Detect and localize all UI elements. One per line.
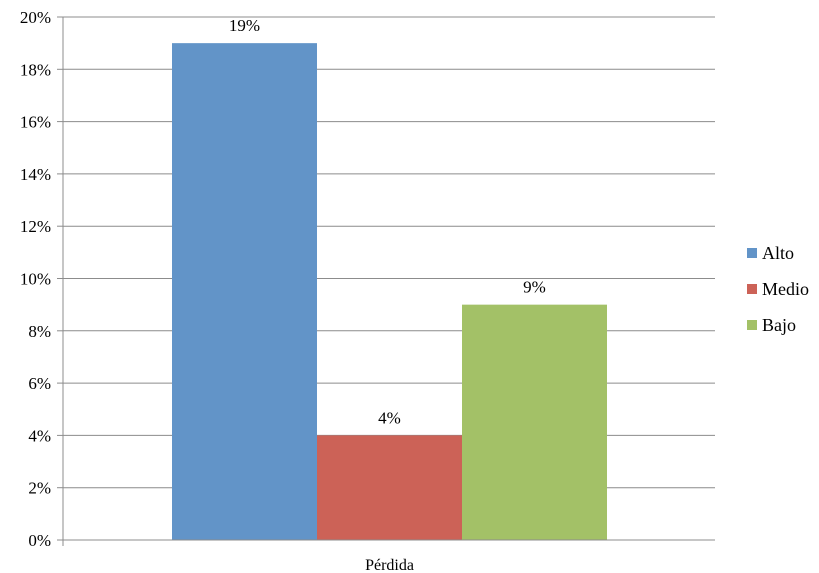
legend-swatch: [747, 320, 757, 330]
legend-item-bajo: Bajo: [747, 315, 796, 335]
legend-label: Medio: [762, 279, 809, 299]
y-tick-label: 2%: [28, 479, 51, 498]
legend-swatch: [747, 284, 757, 294]
bar-alto: [172, 43, 317, 541]
y-tick-label: 14%: [20, 165, 51, 184]
y-tick-label: 12%: [20, 217, 51, 236]
y-tick-label: 18%: [20, 60, 51, 79]
y-axis-ticks: 0% 2% 4% 6% 8% 10% 12% 14% 16% 18% 20%: [20, 8, 63, 550]
y-tick-label: 16%: [20, 113, 51, 132]
legend-item-medio: Medio: [747, 279, 809, 299]
legend-label: Bajo: [762, 315, 796, 335]
data-labels: 19% 4% 9%: [229, 16, 546, 427]
y-tick-label: 20%: [20, 8, 51, 27]
legend-item-alto: Alto: [747, 243, 794, 263]
legend: Alto Medio Bajo: [747, 243, 809, 335]
data-label-bajo: 9%: [523, 278, 546, 297]
legend-swatch: [747, 248, 757, 258]
x-axis-categories: Pérdida: [63, 539, 715, 573]
y-tick-label: 4%: [28, 426, 51, 445]
data-label-alto: 19%: [229, 16, 260, 35]
bar-bajo: [462, 304, 607, 540]
gridlines: [63, 16, 715, 541]
y-tick-label: 10%: [20, 270, 51, 289]
bar-medio: [317, 435, 462, 540]
y-tick-label: 8%: [28, 322, 51, 341]
bars: [172, 43, 607, 541]
x-category-label: Pérdida: [365, 557, 414, 573]
data-label-medio: 4%: [378, 408, 401, 427]
y-tick-label: 0%: [28, 531, 51, 550]
y-tick-label: 6%: [28, 374, 51, 393]
legend-label: Alto: [762, 243, 794, 263]
